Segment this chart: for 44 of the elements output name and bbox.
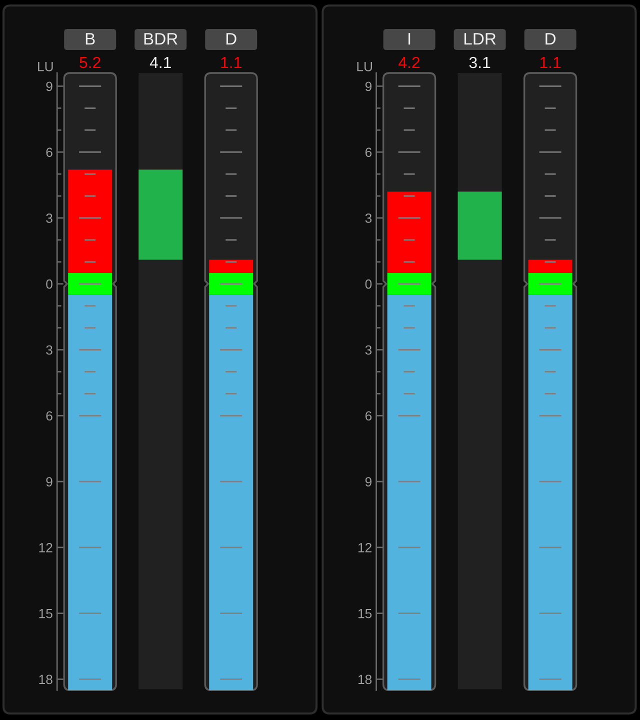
y-tick-label: 6 <box>46 148 52 157</box>
text: 3.1 <box>469 56 490 68</box>
bar <box>387 272 432 295</box>
y-axis-title: LU <box>38 62 53 72</box>
bar <box>209 272 254 295</box>
y-tick-label: 9 <box>46 82 52 92</box>
y-tick-label: 0 <box>365 279 372 289</box>
x-tick-label: I <box>408 33 410 45</box>
bar <box>68 272 112 295</box>
y-tick-label: 6 <box>365 411 372 421</box>
y-axis-title: LU <box>357 62 372 72</box>
y-tick-label: 6 <box>365 148 372 157</box>
y-tick-label: 18 <box>39 674 52 684</box>
bar <box>209 260 254 273</box>
bar <box>528 260 572 273</box>
x-tick-label: BDR <box>144 33 178 45</box>
y-tick-label: 3 <box>365 214 372 223</box>
y-tick-label: 12 <box>358 543 372 552</box>
bar <box>138 170 183 260</box>
x-tick-label: B <box>86 33 95 45</box>
y-tick-label: 3 <box>46 345 52 355</box>
y-tick-label: 18 <box>358 674 372 684</box>
text: 4.2 <box>398 56 420 68</box>
y-tick-label: 9 <box>46 477 52 486</box>
text: 4.1 <box>150 57 171 68</box>
y-tick-label: 3 <box>365 345 372 355</box>
y-tick-label: 15 <box>39 609 52 618</box>
bar <box>528 272 572 295</box>
y-tick-label: 6 <box>46 411 52 421</box>
text: 1.1 <box>221 57 242 68</box>
y-tick-label: 15 <box>358 609 372 618</box>
y-tick-label: 12 <box>39 543 52 552</box>
x-tick-label: LDR <box>464 33 496 45</box>
y-tick-label: 3 <box>46 214 52 223</box>
bar <box>458 192 502 260</box>
x-tick-label: D <box>546 33 556 45</box>
x-tick-label: D <box>226 33 236 45</box>
bar <box>68 170 112 273</box>
y-tick-label: 0 <box>46 279 52 289</box>
bar <box>387 192 432 273</box>
text: 1.1 <box>540 57 561 68</box>
y-tick-label: 9 <box>365 82 372 92</box>
y-tick-label: 9 <box>365 477 372 486</box>
text: 5.2 <box>80 56 100 68</box>
